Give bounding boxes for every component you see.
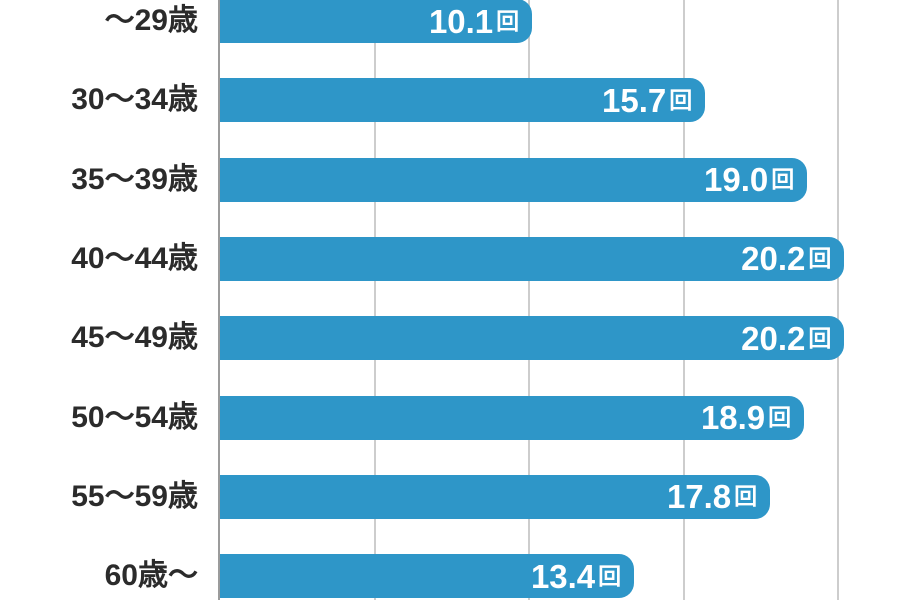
value-label: 17.8 [666,478,732,516]
bar: 20.2 回 [220,236,845,281]
value-label: 18.9 [700,399,766,436]
gridline [837,0,840,600]
category-label: 55～59歳 [71,479,198,513]
gridline [682,0,685,600]
category-label: 40～44歳 [71,241,198,275]
value-label: 10.1 [428,2,494,40]
unit-label: 回 [598,562,622,589]
category-label: 45～49歳 [71,321,198,355]
unit-label: 回 [669,86,693,113]
value-label: 19.0 [704,161,769,199]
bar: 20.2 回 [220,316,845,361]
bar-row: 60歳～ 13.4 回 [0,554,900,599]
bar: 15.7 回 [220,78,706,123]
bar: 13.4 回 [220,554,635,599]
unit-label: 回 [768,404,792,430]
value-label: 13.4 [530,557,596,595]
bar-row: 30～34歳 15.7 回 [0,78,900,123]
value-label: 20.2 [741,240,806,278]
unit-label: 回 [808,245,832,272]
gridline [528,0,531,600]
bar: 19.0 回 [220,157,808,202]
y-axis-line [218,0,220,600]
unit-label: 回 [808,324,832,351]
bar-row: 50～54歳 18.9 回 [0,395,900,440]
unit-label: 回 [496,7,520,34]
bar: 10.1 回 [220,0,533,43]
bar-row: ～29歳 10.1 回 [0,0,900,43]
unit-label: 回 [771,166,795,193]
bar-row: 40～44歳 20.2 回 [0,236,900,281]
bar: 18.9 回 [220,395,805,440]
bar-row: 35～39歳 19.0 回 [0,157,900,202]
unit-label: 回 [734,483,758,510]
gridline [373,0,376,600]
bar: 17.8 回 [220,474,771,519]
bar-row: 45～49歳 20.2 回 [0,316,900,361]
category-label: 35～39歳 [71,162,198,196]
category-label: 30～34歳 [71,83,198,117]
category-label: 50～54歳 [71,400,198,434]
value-label: 20.2 [741,319,806,357]
category-label: ～29歳 [104,4,198,37]
category-label: 60歳～ [104,559,198,593]
value-label: 15.7 [602,81,667,119]
bar-row: 55～59歳 17.8 回 [0,474,900,519]
